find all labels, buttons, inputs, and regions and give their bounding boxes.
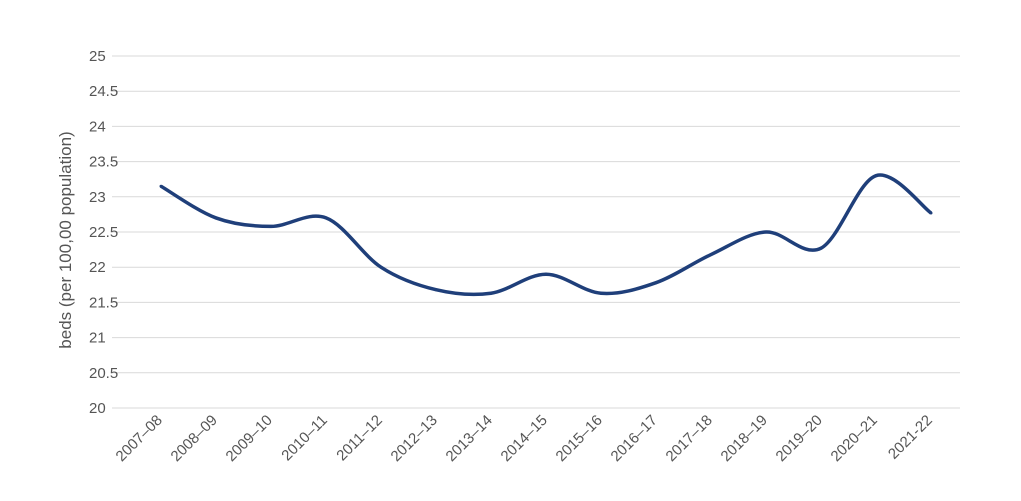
y-axis-ticks: 20 20.5 21 21.5 22 22.5 23 23.5 24 24.5 25 (89, 48, 118, 417)
y-tick-label: 25 (89, 48, 106, 65)
x-tick-label: 2021-22 (885, 412, 936, 463)
y-tick-label: 21.5 (89, 294, 118, 311)
y-tick-label: 20.5 (89, 365, 118, 382)
x-tick-label: 2007–08 (113, 412, 166, 465)
data-point (269, 224, 273, 228)
data-point (324, 216, 328, 220)
data-point (929, 211, 933, 215)
data-point (159, 184, 163, 188)
gridlines (112, 55, 960, 409)
data-point (764, 230, 768, 234)
data-point (654, 281, 658, 285)
y-tick-label: 22.5 (89, 224, 118, 241)
x-axis-ticks: 2007–08 2008–09 2009–10 2010–11 2011–12 2012–… (113, 412, 936, 465)
x-tick-label: 2016–17 (608, 412, 661, 465)
x-tick-label: 2009–10 (223, 412, 276, 465)
x-tick-label: 2011–12 (333, 412, 386, 465)
y-tick-label: 24.5 (89, 83, 118, 100)
data-point (874, 174, 878, 178)
y-tick-label: 23 (89, 189, 106, 206)
data-point (599, 291, 603, 295)
x-tick-label: 2008–09 (168, 412, 221, 465)
y-axis-title: beds (per 100,00 population) (56, 131, 75, 348)
y-tick-label: 23.5 (89, 154, 118, 171)
series-line (160, 173, 933, 297)
data-point (544, 272, 548, 276)
y-tick-label: 24 (89, 118, 106, 135)
x-tick-label: 2020–21 (828, 412, 881, 465)
y-tick-label: 21 (89, 330, 106, 347)
data-point (434, 288, 438, 292)
x-tick-label: 2014–15 (498, 412, 551, 465)
y-tick-label: 20 (89, 400, 106, 417)
data-point (709, 253, 713, 257)
x-tick-label: 2010–11 (278, 412, 331, 465)
data-point (819, 246, 823, 250)
y-tick-label: 22 (89, 259, 106, 276)
data-point (489, 291, 493, 295)
series-group (159, 173, 933, 297)
x-tick-label: 2012–13 (388, 412, 441, 465)
x-tick-label: 2013–14 (443, 412, 496, 465)
data-point (214, 216, 218, 220)
data-point (379, 265, 383, 269)
x-tick-label: 2017–18 (663, 412, 716, 465)
x-tick-label: 2015–16 (553, 412, 606, 465)
x-tick-label: 2019–20 (773, 412, 826, 465)
x-tick-label: 2018–19 (718, 412, 771, 465)
